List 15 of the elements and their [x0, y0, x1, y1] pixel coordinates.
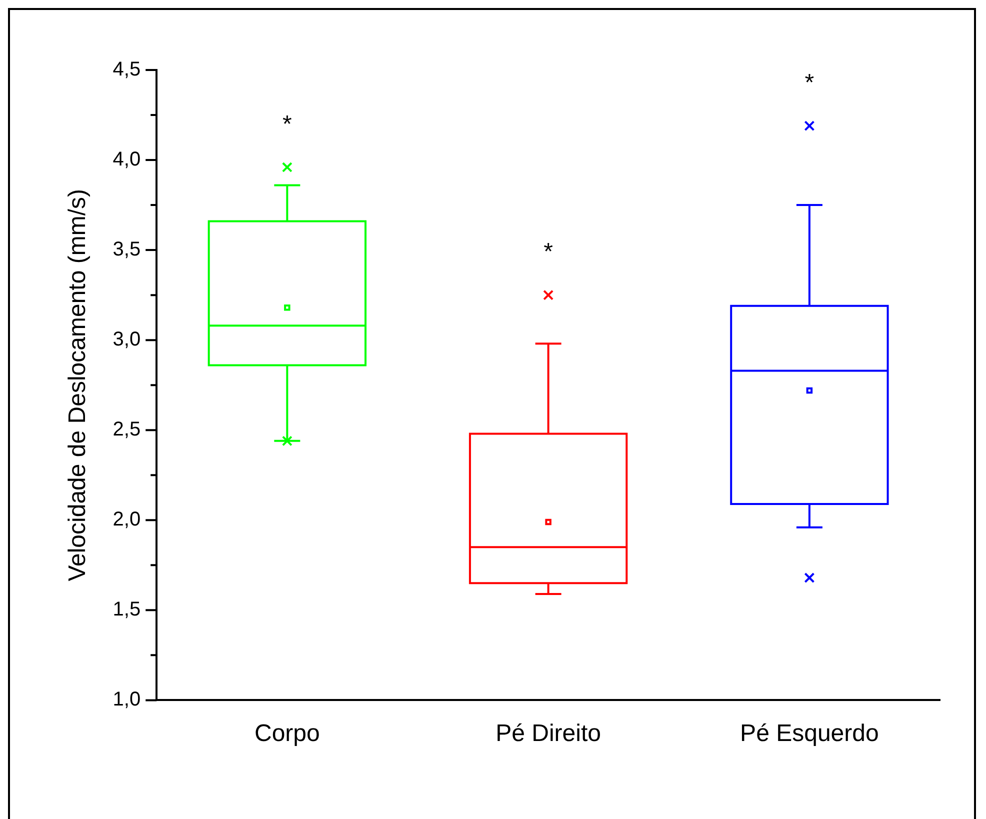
- y-tick-label: 1,5: [112, 598, 141, 621]
- y-tick-label: 1,0: [112, 688, 141, 711]
- x-tick-label: Corpo: [254, 720, 320, 748]
- y-tick-label: 2,0: [112, 508, 141, 531]
- y-tick-label: 3,0: [112, 328, 141, 351]
- annotation: *: [544, 238, 553, 266]
- y-tick-label: 3,5: [112, 238, 141, 261]
- y-tick-label: 4,0: [112, 148, 141, 171]
- y-axis-title: Velocidade de Deslocamento (mm/s): [64, 189, 92, 582]
- y-tick-label: 4,5: [112, 58, 141, 81]
- y-tick-label: 2,5: [112, 418, 141, 441]
- annotation: *: [282, 110, 292, 138]
- x-tick-label: Pé Direito: [496, 720, 601, 748]
- x-tick-label: Pé Esquerdo: [740, 720, 879, 748]
- annotation: *: [804, 69, 814, 96]
